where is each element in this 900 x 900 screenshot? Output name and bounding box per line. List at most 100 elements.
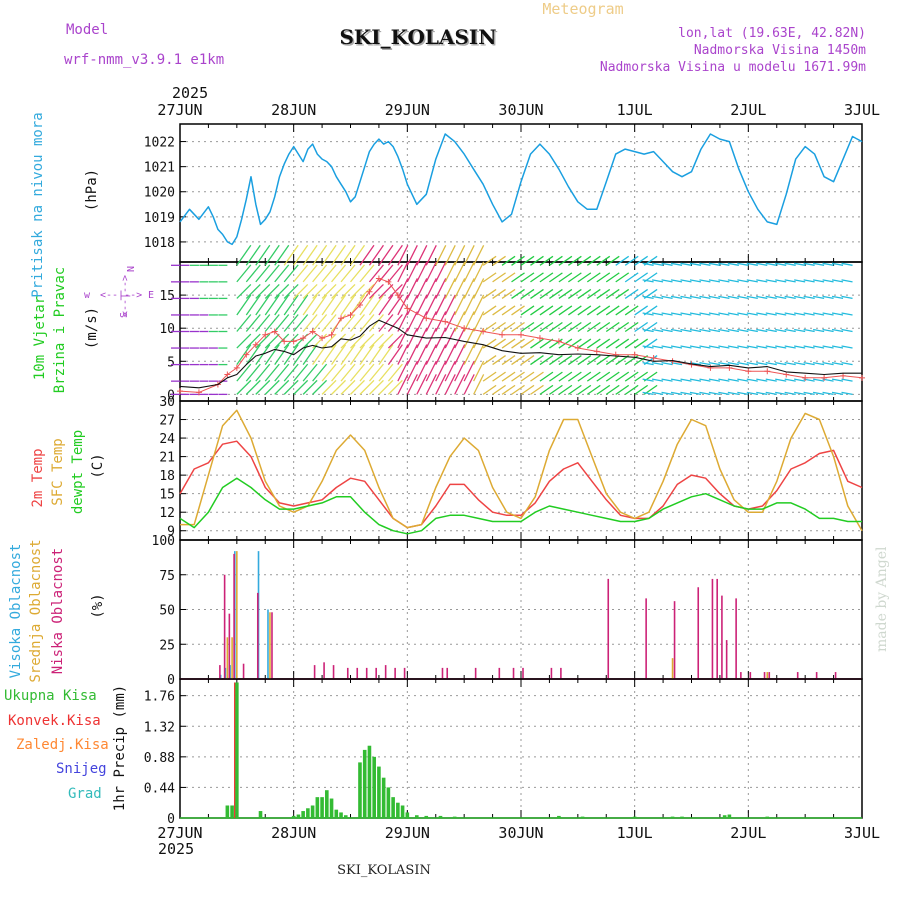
wind-barb [283, 344, 299, 365]
top-date-label: 29JUN [385, 101, 430, 119]
wind-barb [397, 311, 409, 332]
wind-barb [416, 344, 428, 365]
wind-barb [501, 384, 516, 395]
wind-barb [577, 371, 592, 382]
model-label: Model [66, 22, 108, 38]
wind-gust-point [423, 315, 430, 322]
wind-barb [775, 312, 787, 316]
wind-barb [794, 345, 806, 349]
wind-barb [746, 345, 758, 349]
panel-temperature: 9 12 15 18 21 24 27 30 [159, 395, 863, 541]
wind-barb [746, 391, 758, 396]
wind-barb [511, 355, 525, 366]
wind-barb [397, 344, 409, 365]
wind-barb [473, 311, 485, 332]
wind-barb [302, 333, 318, 349]
wind-barb [586, 384, 601, 395]
wind-gust-point [243, 351, 250, 358]
wind-barb [605, 255, 620, 266]
wind-barb [492, 272, 506, 283]
wind-barb [359, 363, 375, 382]
wind-barb [312, 264, 328, 283]
wind-barb [558, 384, 573, 395]
wind-barb [520, 355, 535, 366]
y-tick-label: 30 [159, 395, 175, 410]
wind-barb [661, 361, 673, 366]
wind-barb [312, 294, 328, 316]
wind-barb [634, 338, 649, 349]
top-date-label: 27JUN [157, 101, 202, 119]
wind-barb [586, 272, 601, 283]
wind-barb [331, 283, 347, 299]
wind-barb [425, 374, 437, 395]
precip-bar [334, 809, 339, 818]
wind-barb [680, 345, 692, 349]
wind-barb [642, 391, 654, 396]
wind-barb [539, 371, 554, 382]
wind-barb [397, 294, 409, 316]
wind-barb [255, 264, 271, 283]
wind-barb [511, 338, 525, 349]
wind-gust-point [783, 371, 790, 378]
wind-barb [784, 262, 796, 266]
wind-barb [689, 295, 702, 300]
wind-barb [803, 295, 815, 300]
wind-barb [425, 294, 437, 316]
wind-gust-point [840, 372, 847, 379]
wind-barb [245, 314, 261, 332]
wind-barb [549, 321, 563, 333]
wind-barb [539, 384, 554, 395]
wind-barb [349, 344, 366, 365]
wind-barb [368, 244, 384, 266]
wind-barb [577, 255, 592, 266]
wind-barb [775, 391, 787, 396]
wind-barb [283, 379, 299, 395]
wind-barb [321, 379, 337, 395]
wind-barb [577, 355, 592, 366]
y-tick-label: 1019 [144, 211, 175, 226]
wind-barb [530, 384, 544, 395]
wind-gust-point [404, 305, 411, 312]
wind-barb [444, 360, 456, 382]
y-tick-label: 1021 [144, 161, 175, 176]
wind-barb [756, 312, 768, 316]
wind-barb [511, 288, 525, 299]
wind-barb [765, 328, 777, 333]
wind-gust-point [309, 328, 316, 335]
y-tick-label: 10 [159, 322, 175, 337]
wind-barb [680, 262, 692, 266]
wind-speed-line [179, 319, 862, 389]
wind-barb [794, 378, 806, 382]
y-tick-label: 1020 [144, 186, 175, 201]
y-tick-label: 1018 [144, 236, 175, 251]
wind-barb [680, 328, 692, 333]
wind-barb [680, 312, 692, 316]
wind-barb [425, 245, 437, 266]
wind-gust-point [555, 338, 562, 345]
wind-barb [775, 361, 787, 366]
wind-barb [670, 279, 683, 283]
wind-barb [321, 294, 337, 316]
wind-barb [831, 295, 844, 300]
wind-barb [492, 355, 506, 366]
wind-barb [378, 244, 394, 266]
wind-barb [737, 279, 749, 283]
wind-barb [642, 361, 654, 366]
footer-station: SKI_KOLASIN [337, 863, 431, 878]
wind-barb [293, 264, 309, 283]
wind-barb [359, 294, 375, 316]
wind-barb [737, 328, 749, 333]
wind-barb [841, 312, 853, 316]
wind-barb [359, 264, 375, 283]
wind-barb [727, 328, 739, 333]
wind-barb [274, 283, 290, 299]
wind-barb [444, 245, 456, 266]
precip-bar [391, 797, 395, 818]
wind-barb [596, 355, 611, 366]
wind-barb [435, 360, 447, 382]
wind-barb [435, 374, 447, 395]
wind-barb [822, 328, 834, 333]
wind-barb [634, 371, 649, 382]
wind-barb [841, 328, 853, 333]
wind-gust-point [375, 275, 382, 282]
